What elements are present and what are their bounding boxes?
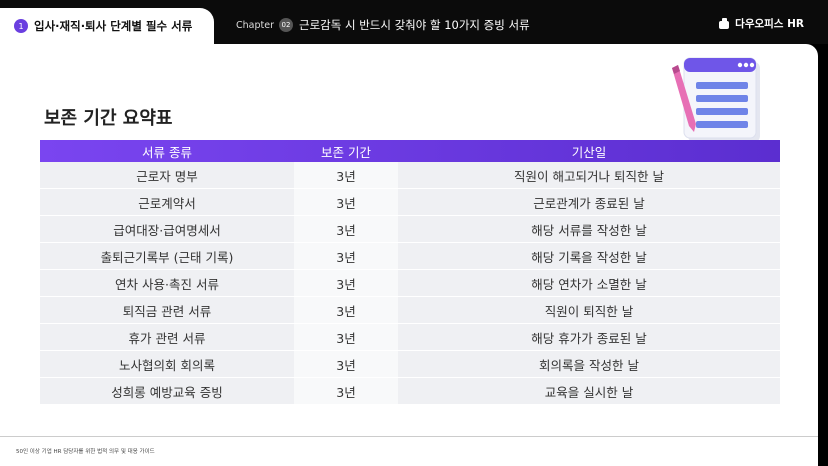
logo: 다우오피스 HR <box>718 16 804 31</box>
table-cell: 연차 사용·촉진 서류 <box>40 269 294 297</box>
table-cell: 3년 <box>294 323 398 351</box>
table-cell: 3년 <box>294 162 398 189</box>
table-row: 급여대장·급여명세서 3년 해당 서류를 작성한 날 <box>40 215 780 243</box>
table-row: 연차 사용·촉진 서류 3년 해당 연차가 소멸한 날 <box>40 269 780 297</box>
table-cell: 3년 <box>294 242 398 270</box>
table-cell: 3년 <box>294 269 398 297</box>
table-cell: 퇴직금 관련 서류 <box>40 296 294 324</box>
logo-text: 다우오피스 HR <box>735 18 804 30</box>
table-cell: 3년 <box>294 215 398 243</box>
section-number: 1 <box>14 19 28 33</box>
chapter: Chapter 02 근로감독 시 반드시 갖춰야 할 10가지 증빙 서류 <box>236 17 530 33</box>
table-cell: 근로계약서 <box>40 188 294 216</box>
table-cell: 해당 연차가 소멸한 날 <box>398 269 780 297</box>
table-row: 퇴직금 관련 서류 3년 직원이 퇴직한 날 <box>40 296 780 324</box>
table-cell: 출퇴근기록부 (근태 기록) <box>40 242 294 270</box>
table-row: 노사협의회 회의록 3년 회의록을 작성한 날 <box>40 350 780 378</box>
top-bar: 1 입사·재직·퇴사 단계별 필수 서류 Chapter 02 근로감독 시 반… <box>0 0 828 44</box>
footer-text: 50인 이상 기업 HR 담당자를 위한 법적 의무 및 대응 가이드 <box>16 449 155 455</box>
table-row: 근로계약서 3년 근로관계가 종료된 날 <box>40 188 780 216</box>
section-title: 입사·재직·퇴사 단계별 필수 서류 <box>34 19 193 33</box>
table-cell: 직원이 퇴직한 날 <box>398 296 780 324</box>
table-cell: 직원이 해고되거나 퇴직한 날 <box>398 162 780 189</box>
document-illustration <box>672 57 760 142</box>
column-header: 보존 기간 <box>321 144 371 160</box>
table-row: 성희롱 예방교육 증빙 3년 교육을 실시한 날 <box>40 377 780 405</box>
footer-divider <box>0 436 818 437</box>
table-row: 출퇴근기록부 (근태 기록) 3년 해당 기록을 작성한 날 <box>40 242 780 270</box>
table-cell: 급여대장·급여명세서 <box>40 215 294 243</box>
chapter-label: Chapter <box>236 19 274 31</box>
page-title: 보존 기간 요약표 <box>44 108 173 129</box>
table-cell: 해당 휴가가 종료된 날 <box>398 323 780 351</box>
table-cell: 노사협의회 회의록 <box>40 350 294 378</box>
chapter-number: 02 <box>278 18 293 32</box>
table-cell: 3년 <box>294 377 398 405</box>
table-cell: 근로자 명부 <box>40 162 294 189</box>
table-row: 휴가 관련 서류 3년 해당 휴가가 종료된 날 <box>40 323 780 351</box>
logo-icon <box>719 17 730 29</box>
table-header: 서류 종류 보존 기간 기산일 <box>40 140 780 162</box>
table-cell: 휴가 관련 서류 <box>40 323 294 351</box>
table-row: 근로자 명부 3년 직원이 해고되거나 퇴직한 날 <box>40 162 780 189</box>
table-cell: 근로관계가 종료된 날 <box>398 188 780 216</box>
column-header: 기산일 <box>571 144 607 160</box>
chapter-title: 근로감독 시 반드시 갖춰야 할 10가지 증빙 서류 <box>298 18 530 32</box>
table-cell: 3년 <box>294 296 398 324</box>
table-cell: 3년 <box>294 350 398 378</box>
table-cell: 성희롱 예방교육 증빙 <box>40 377 294 405</box>
column-header: 서류 종류 <box>142 144 192 160</box>
section-tab: 1 입사·재직·퇴사 단계별 필수 서류 <box>0 8 214 44</box>
table-cell: 해당 기록을 작성한 날 <box>398 242 780 270</box>
table-cell: 회의록을 작성한 날 <box>398 350 780 378</box>
table-cell: 교육을 실시한 날 <box>398 377 780 405</box>
table-cell: 해당 서류를 작성한 날 <box>398 215 780 243</box>
retention-table: 서류 종류 보존 기간 기산일 근로자 명부 3년 직원이 해고되거나 퇴직한 날 근로계… <box>40 140 780 405</box>
table-cell: 3년 <box>294 188 398 216</box>
